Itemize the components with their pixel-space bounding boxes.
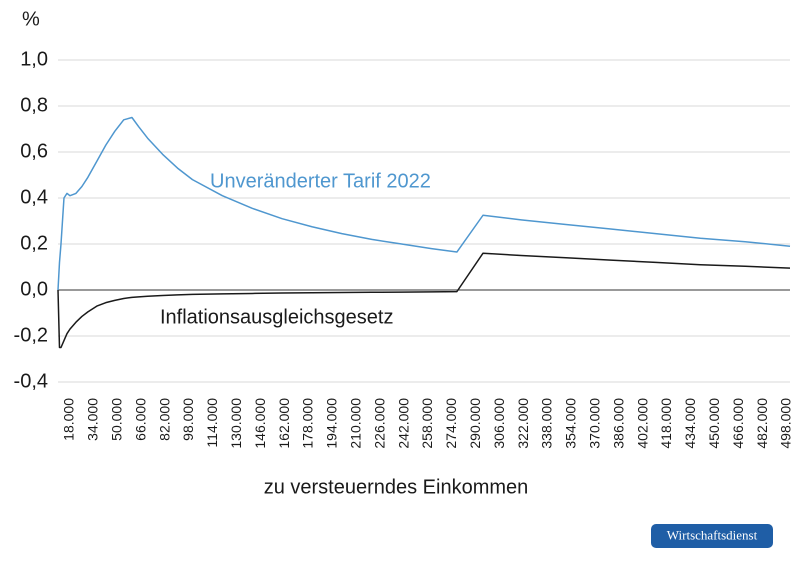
y-tick-label: 0,2 [20,232,48,254]
x-tick-label: 146.000 [252,398,268,449]
x-tick-label: 194.000 [324,398,340,449]
x-tick-label: 50.000 [108,398,124,441]
x-tick-label: 114.000 [204,398,220,448]
badge-background [651,524,773,548]
x-tick-label: 226.000 [371,398,387,449]
x-tick-label: 482.000 [754,398,770,449]
x-tick-label: 34.000 [85,398,101,441]
y-tick-label: -0,4 [14,370,48,392]
y-tick-label: 0,8 [20,94,48,116]
x-tick-label: 370.000 [586,398,602,449]
y-axis-label: % [22,8,40,30]
x-tick-label: 18.000 [61,398,77,441]
x-tick-label: 322.000 [515,398,531,449]
x-tick-label: 178.000 [300,398,316,449]
x-tick-label: 98.000 [180,398,196,441]
x-tick-label: 162.000 [276,398,292,449]
x-tick-label: 450.000 [706,398,722,449]
y-tick-label: 0,6 [20,140,48,162]
x-tick-label: 434.000 [682,398,698,449]
x-tick-label: 210.000 [347,398,363,449]
y-tick-label: -0,2 [14,324,48,346]
series-line [57,252,791,349]
x-tick-label: 498.000 [778,398,794,449]
x-tick-label: 354.000 [563,398,579,449]
x-tick-label: 306.000 [491,398,507,449]
x-tick-label: 386.000 [610,398,626,449]
x-tick-label: 66.000 [132,398,148,441]
brand-badge: Wirtschaftsdienst [651,524,773,548]
x-tick-label: 130.000 [228,398,244,449]
x-tick-label: 274.000 [443,398,459,449]
x-tick-label: 242.000 [395,398,411,449]
y-tick-label: 0,0 [20,278,48,300]
x-tick-label: 290.000 [467,398,483,449]
x-tick-label: 402.000 [634,398,650,449]
x-tick-label: 258.000 [419,398,435,449]
y-tick-label: 0,4 [20,186,48,208]
series-line [57,116,791,291]
x-tick-label: 82.000 [156,398,172,441]
series-label: Inflationsausgleichsgesetz [160,306,393,328]
y-tick-label: 1,0 [20,48,48,70]
x-tick-label: 338.000 [539,398,555,449]
x-axis-label: zu versteuerndes Einkommen [264,476,529,498]
x-tick-label: 466.000 [730,398,746,449]
series-label: Unveränderter Tarif 2022 [210,170,431,192]
x-tick-label: 418.000 [658,398,674,449]
brand: Wirtschaftsdienst [667,527,758,542]
